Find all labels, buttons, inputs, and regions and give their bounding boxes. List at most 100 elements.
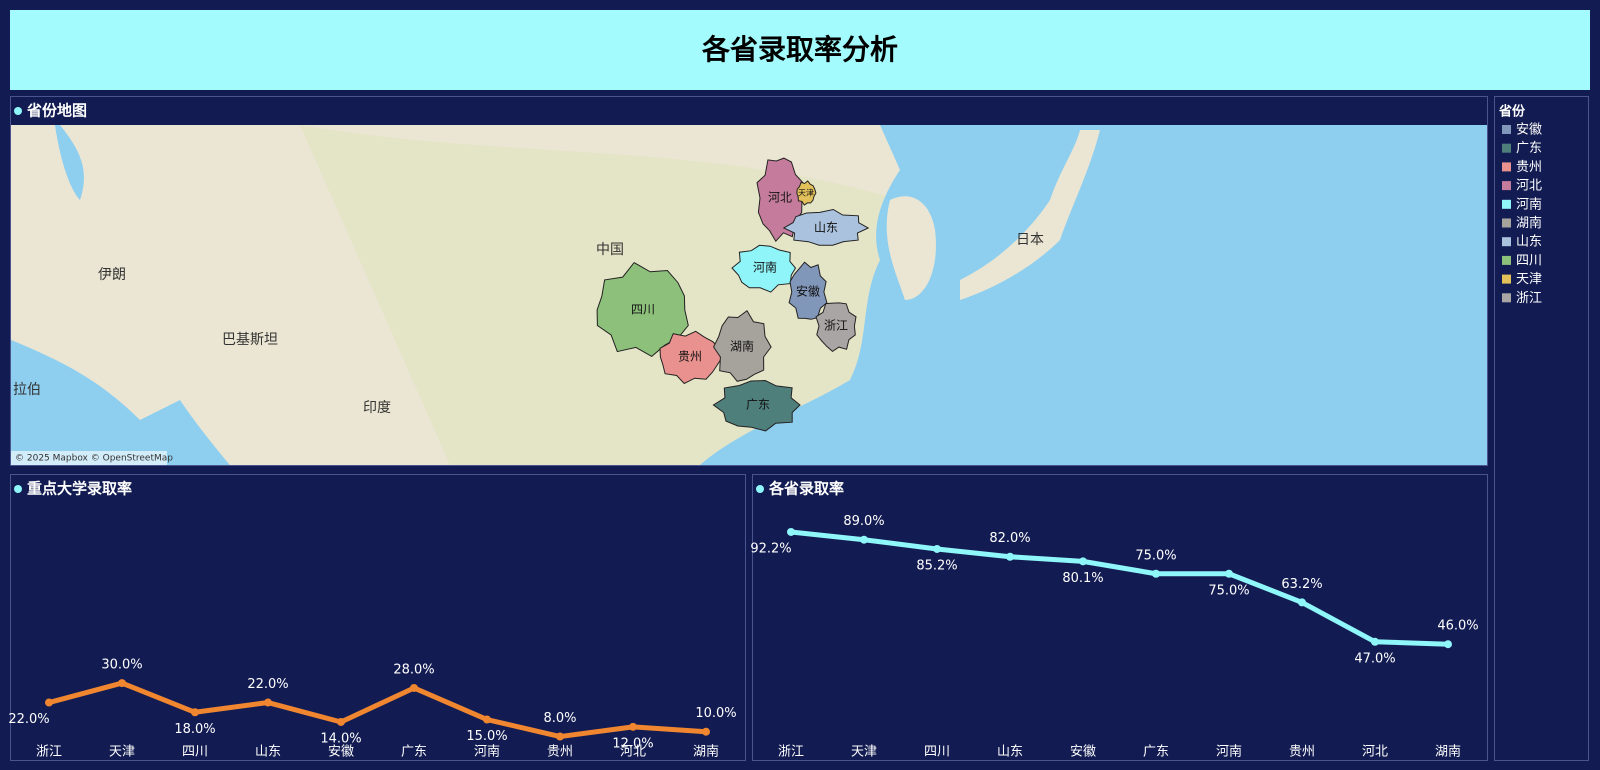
chart-panel	[10, 474, 746, 761]
header-band	[10, 10, 1590, 90]
x-tick-label: 河北	[1362, 745, 1388, 760]
province	[756, 157, 804, 243]
x-tick-label: 湖南	[1435, 744, 1461, 760]
caspian	[55, 125, 84, 200]
x-tick-label: 广东	[1143, 745, 1169, 760]
point	[337, 717, 345, 726]
x-tick-label: 河北	[620, 745, 646, 760]
legend-label: 安徽	[1516, 123, 1542, 138]
line	[48, 680, 707, 740]
chart-title: 各省录取率	[768, 480, 844, 498]
legend-swatch	[1502, 293, 1511, 303]
x-tick-label: 贵州	[547, 745, 573, 760]
x-tick-label: 浙江	[36, 745, 62, 760]
legend-label: 河南	[1516, 196, 1542, 212]
legend-label: 广东	[1516, 141, 1542, 156]
x-tick-label: 山东	[997, 745, 1023, 760]
point	[702, 727, 710, 736]
chart-panel	[752, 474, 1488, 761]
legend-label: 贵州	[1516, 160, 1542, 175]
legend-label: 天津	[1516, 272, 1542, 287]
point	[629, 722, 637, 731]
province	[659, 330, 723, 385]
x-tick-label: 山东	[255, 745, 281, 760]
data-label: 46.0%	[1437, 619, 1478, 634]
sea	[11, 340, 230, 465]
point	[1006, 552, 1014, 561]
place-label: 日本	[1016, 232, 1044, 248]
legend-swatch	[1502, 218, 1511, 228]
place-label: 伊朗	[98, 267, 126, 283]
x-tick-label: 河南	[474, 744, 500, 760]
point	[1444, 640, 1452, 649]
legend-swatch	[1502, 143, 1511, 153]
point	[1298, 598, 1306, 607]
data-label: 12.0%	[612, 736, 653, 751]
province-label: 湖南	[730, 339, 754, 354]
data-label: 15.0%	[466, 729, 507, 744]
data-label: 28.0%	[393, 662, 434, 677]
province-label: 天津	[798, 188, 814, 198]
x-tick-label: 安徽	[1070, 745, 1096, 760]
province-label: 浙江	[824, 319, 848, 333]
legend-label: 浙江	[1516, 291, 1542, 306]
japan	[960, 130, 1100, 300]
x-tick-label: 四川	[182, 745, 208, 760]
place-label: 印度	[363, 400, 391, 416]
point	[483, 715, 491, 724]
x-tick-label: 广东	[401, 745, 427, 760]
x-tick-label: 四川	[924, 745, 950, 760]
legend-label: 河北	[1516, 179, 1542, 194]
province-label: 贵州	[678, 350, 702, 364]
point	[1152, 569, 1160, 578]
legend-swatch	[1502, 237, 1511, 247]
data-label: 47.0%	[1354, 651, 1395, 666]
legend-swatch	[1502, 274, 1511, 284]
line	[790, 529, 1449, 647]
legend-swatch	[1502, 199, 1511, 209]
attribution-bg	[11, 451, 167, 465]
point	[118, 679, 126, 688]
data-label: 22.0%	[8, 712, 49, 727]
title-dot	[756, 485, 764, 493]
point	[45, 698, 53, 707]
place-label: 中国	[596, 242, 624, 258]
province-label: 安徽	[796, 284, 820, 299]
legend-swatch	[1502, 255, 1511, 265]
map-attribution: © 2025 Mapbox © OpenStreetMap	[15, 454, 173, 464]
point	[933, 544, 941, 553]
data-label: 92.2%	[750, 541, 791, 556]
data-label: 10.0%	[695, 706, 736, 721]
province	[713, 309, 772, 382]
x-tick-label: 河南	[1216, 744, 1242, 760]
data-label: 22.0%	[247, 677, 288, 692]
province	[796, 180, 817, 206]
chart-title: 重点大学录取率	[27, 480, 132, 498]
data-label: 18.0%	[174, 722, 215, 737]
title-dot	[14, 107, 22, 115]
province	[815, 302, 857, 353]
legend-label: 湖南	[1516, 215, 1542, 231]
x-tick-label: 湖南	[693, 744, 719, 760]
legend-swatch	[1502, 162, 1511, 172]
province	[731, 244, 797, 293]
data-label: 75.0%	[1208, 583, 1249, 598]
title-dot	[14, 485, 22, 493]
point	[191, 708, 199, 717]
province	[782, 208, 870, 246]
province-label: 河南	[753, 260, 777, 275]
point	[1079, 557, 1087, 566]
data-label: 75.0%	[1135, 548, 1176, 563]
korea	[886, 196, 936, 300]
place-label: 巴基斯坦	[222, 331, 278, 348]
data-label: 82.0%	[989, 531, 1030, 546]
place-label: 拉伯	[13, 382, 41, 398]
province-label: 山东	[814, 221, 838, 235]
point	[787, 527, 795, 536]
legend-title: 省份	[1498, 104, 1526, 120]
